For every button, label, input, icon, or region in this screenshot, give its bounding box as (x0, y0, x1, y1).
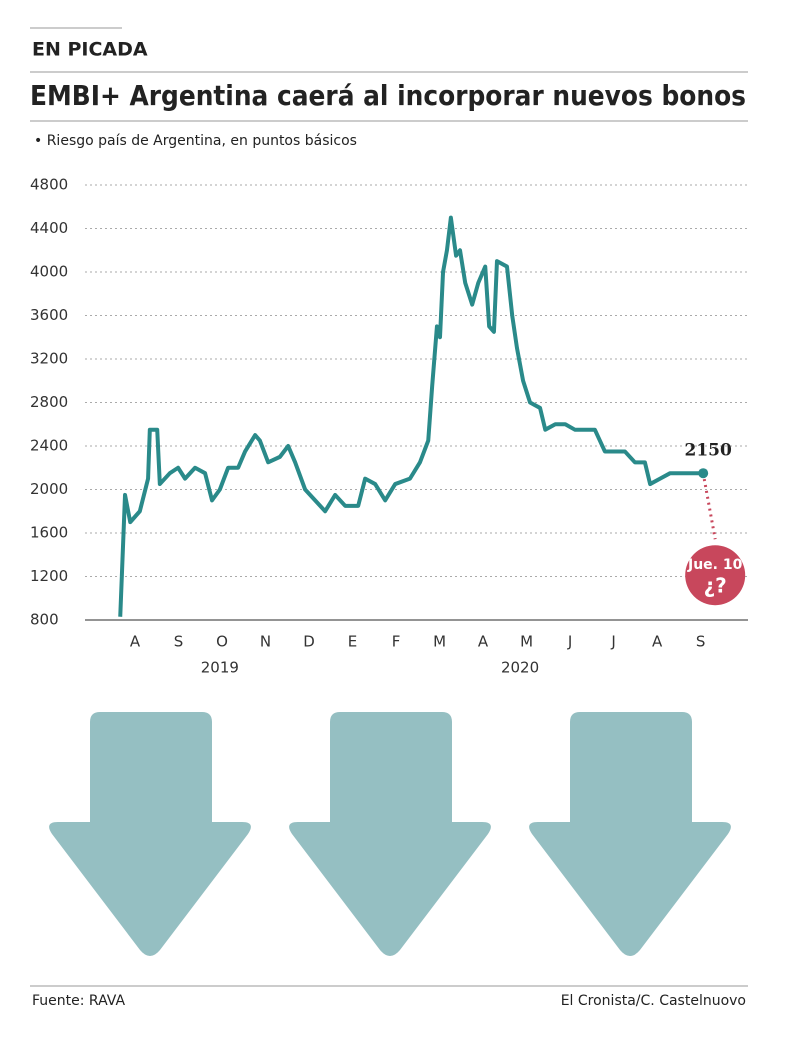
projection-line (701, 472, 717, 540)
chart-title: EMBI+ Argentina caerá al incorporar nuev… (30, 79, 746, 112)
projection-label: Jue. 10 (687, 557, 743, 573)
projection-label: ¿? (704, 574, 727, 598)
x-tick-label: M (520, 633, 533, 651)
y-tick-label: 800 (30, 611, 59, 629)
x-tick-label: S (696, 633, 706, 651)
y-tick-label: 1600 (30, 524, 68, 542)
y-tick-label: 4000 (30, 263, 68, 281)
year-label: 2019 (201, 659, 239, 677)
y-tick-label: 2000 (30, 480, 68, 498)
x-tick-label: A (478, 633, 489, 651)
y-tick-label: 3600 (30, 306, 68, 324)
data-label: 2150 (685, 441, 732, 461)
x-tick-label: A (130, 633, 141, 651)
x-tick-label: E (348, 633, 357, 651)
arrow (529, 712, 731, 956)
y-tick-label: 2800 (30, 393, 68, 411)
x-tick-label: N (260, 633, 271, 651)
line (118, 215, 704, 617)
credit: El Cronista/C. Castelnuovo (561, 993, 746, 1009)
decoration (49, 712, 731, 956)
y-tick-label: 3200 (30, 350, 68, 368)
x-tick-label: S (174, 633, 184, 651)
end-marker (698, 468, 709, 479)
x-tick-label: J (610, 633, 615, 651)
subtitle: • Riesgo país de Argentina, en puntos bá… (34, 133, 357, 149)
x-tick-label: F (392, 633, 401, 651)
x-tick-label: O (216, 633, 228, 651)
kicker: EN PICADA (32, 39, 148, 61)
x-tick-label: A (652, 633, 663, 651)
x-tick-label: J (567, 633, 572, 651)
year-label: 2020 (501, 659, 539, 677)
x-tick-label: D (303, 633, 315, 651)
arrow (49, 712, 251, 956)
y-tick-label: 4400 (30, 219, 68, 237)
x-tick-label: M (433, 633, 446, 651)
y-tick-label: 4800 (30, 176, 68, 194)
arrow (289, 712, 491, 956)
y-tick-label: 1200 (30, 567, 68, 585)
y-tick-label: 2400 (30, 437, 68, 455)
projection-marker (685, 545, 746, 606)
source: Fuente: RAVA (32, 993, 125, 1009)
